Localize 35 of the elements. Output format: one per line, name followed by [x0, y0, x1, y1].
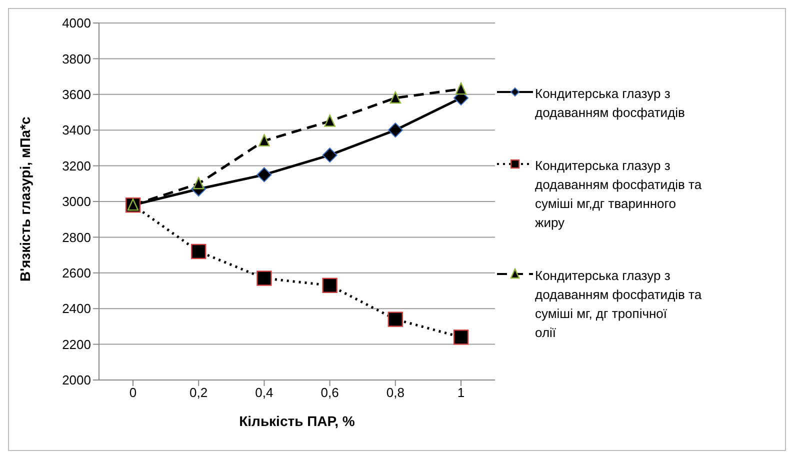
legend-label: Кондитерська глазур з додаванням фосфатидів та суміші мг, дг тропічної олії — [535, 266, 702, 342]
point — [256, 167, 272, 182]
x-tick-label: 0,4 — [255, 385, 274, 400]
point — [322, 148, 338, 163]
x-tick-label: 0,2 — [190, 385, 208, 400]
y-tick-label: 3200 — [62, 158, 91, 174]
y-axis-title: В'язкість глазурі, мПа*с — [16, 116, 33, 282]
x-tick-label: 0,8 — [386, 385, 404, 400]
legend-label: Кондитерська глазур з додаванням фосфатидів — [535, 84, 685, 122]
point — [453, 330, 469, 345]
y-tick-label: 2000 — [62, 372, 91, 388]
point — [256, 270, 272, 286]
point — [193, 177, 204, 190]
x-tick-label: 0,6 — [320, 385, 339, 400]
point — [324, 114, 336, 127]
x-tick-label: 0 — [129, 385, 137, 400]
y-tick-label: 3800 — [62, 51, 91, 66]
y-tick-label: 2200 — [62, 336, 91, 352]
y-tick-label: 2800 — [62, 230, 91, 245]
y-tick-label: 4000 — [62, 16, 91, 31]
point — [388, 122, 403, 138]
y-tick-label: 2600 — [62, 266, 91, 281]
x-axis-title: Кількість ПАР, % — [239, 413, 356, 429]
point — [191, 244, 206, 260]
x-tick-label: 1 — [457, 385, 465, 400]
point — [455, 82, 467, 95]
point — [258, 134, 270, 146]
y-tick-label: 3000 — [62, 194, 91, 210]
y-tick-label: 3400 — [62, 122, 91, 138]
y-tick-label: 2400 — [62, 301, 91, 316]
point — [390, 91, 401, 104]
point — [388, 312, 403, 327]
y-tick-label: 3600 — [62, 87, 91, 102]
point — [322, 278, 338, 293]
legend-label: Кондитерська глазур з додаванням фосфатидів та суміші мг,дг тваринного жиру — [535, 156, 702, 232]
